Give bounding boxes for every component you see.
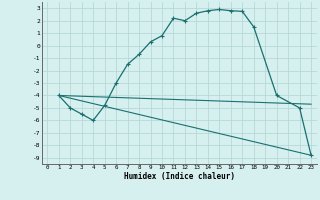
X-axis label: Humidex (Indice chaleur): Humidex (Indice chaleur) [124, 172, 235, 181]
